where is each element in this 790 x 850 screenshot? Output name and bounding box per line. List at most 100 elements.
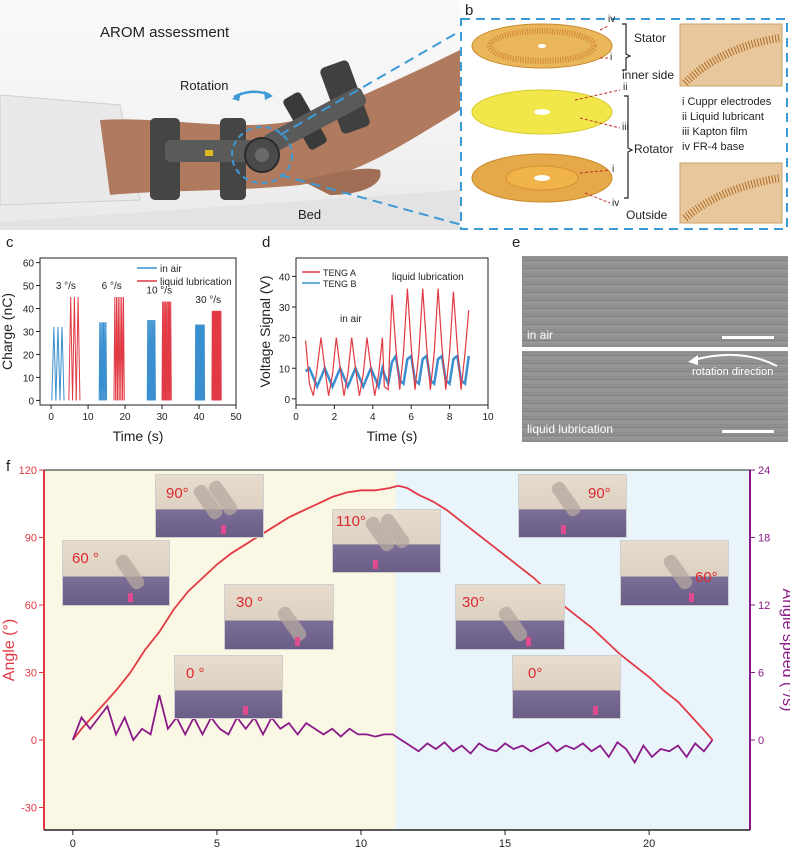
photo-30-up xyxy=(224,584,334,650)
inner-side-label: inner side xyxy=(622,68,675,82)
x-tick-label: 2 xyxy=(332,412,338,423)
y-tick-label: 0 xyxy=(284,395,290,406)
bed-label: Bed xyxy=(298,207,322,222)
y2-axis-label: Angle speed (°/s) xyxy=(779,589,790,712)
y2-tick-label: 12 xyxy=(758,600,770,612)
marker-iii: iii xyxy=(622,122,629,133)
photo-label-30-up: 30 ° xyxy=(236,594,263,611)
x-tick-label: 15 xyxy=(499,838,511,850)
chart-d: 0 2 4 6 8 10 0 10 20 30 40 Time (s) Voltage Signal (… xyxy=(258,257,494,444)
legend-item-iii: iii Kapton film xyxy=(682,126,748,138)
x-tick-label: 8 xyxy=(447,412,453,423)
x-tick-label: 30 xyxy=(156,412,168,423)
charge-pulse xyxy=(113,297,117,401)
charge-pulse xyxy=(75,297,81,401)
x-tick-label: 40 xyxy=(193,412,205,423)
y-tick-label: 0 xyxy=(31,735,37,747)
panel-label-d: d xyxy=(262,234,271,251)
sem-divider xyxy=(522,347,788,351)
rate-annotation: 30 °/s xyxy=(195,295,221,306)
charge-pulse xyxy=(116,297,120,401)
marker-i-top: i xyxy=(610,52,613,63)
y-tick-label: 30 xyxy=(23,328,35,339)
marker-iv-top: iv xyxy=(608,14,616,25)
marker-ii: ii xyxy=(623,82,628,93)
x-tick-label: 0 xyxy=(70,838,76,850)
charge-pulse xyxy=(203,324,206,401)
y-tick-label: 90 xyxy=(25,533,37,545)
photo-0-down xyxy=(512,655,621,719)
legend-item-ii: ii Liquid lubricant xyxy=(682,111,764,123)
charge-pulse xyxy=(122,297,125,401)
legend-label: TENG A xyxy=(323,268,356,278)
charge-pulse xyxy=(120,297,124,401)
y-axis-label: Voltage Signal (V) xyxy=(258,275,273,387)
photo-90-down xyxy=(518,474,627,538)
arom-device-illustration: AROM assessment Rotation Bed xyxy=(0,0,460,230)
y-tick-label: 120 xyxy=(19,465,37,477)
x-tick-label: 50 xyxy=(230,412,242,423)
y-tick-label: 10 xyxy=(23,373,35,384)
y-tick-label: 20 xyxy=(279,334,291,345)
charge-pulse xyxy=(153,320,156,401)
charge-pulse xyxy=(51,326,57,401)
legend-label-in-air: in air xyxy=(160,264,182,275)
rotation-direction-arrow xyxy=(688,353,778,367)
charge-pulse xyxy=(72,297,77,401)
y-tick-label: 10 xyxy=(279,364,291,375)
chart-c: 0 10 20 30 40 50 0 10 20 30 40 50 60 Time (s) Charge (… xyxy=(0,257,242,444)
x-tick-label: 6 xyxy=(408,412,414,423)
panel-label-e: e xyxy=(512,234,521,251)
rate-annotation: 10 °/s xyxy=(146,286,172,297)
voltage-series-line xyxy=(305,288,470,396)
sem-label-in-air: in air xyxy=(527,328,554,342)
panel-label-c: c xyxy=(6,234,14,251)
photo-90-up xyxy=(155,474,264,538)
x-tick-label: 10 xyxy=(355,838,367,850)
y-tick-label: 30 xyxy=(279,303,291,314)
y-tick-label: 20 xyxy=(23,350,35,361)
voltage-series-line xyxy=(304,352,471,391)
photo-110 xyxy=(332,509,441,573)
sem-image-liquid xyxy=(522,351,788,442)
device-drawing xyxy=(0,29,460,230)
annotation-liquid: liquid lubrication xyxy=(392,272,464,283)
stator-label: Stator xyxy=(634,31,667,45)
photo-0-up xyxy=(174,655,283,719)
legend-label: TENG B xyxy=(323,279,357,289)
marker-iv-bot: iv xyxy=(612,198,620,209)
y-tick-label: -30 xyxy=(21,803,37,815)
photo-label-110: 110° xyxy=(336,513,366,530)
charge-pulse xyxy=(118,297,122,401)
x-tick-label: 10 xyxy=(83,412,95,423)
legend-item-iv: iv FR-4 base xyxy=(682,141,745,153)
photo-label-0-down: 0° xyxy=(528,665,543,682)
x-tick-label: 5 xyxy=(214,838,220,850)
y-tick-label: 50 xyxy=(23,282,35,293)
rotation-direction-label: rotation direction xyxy=(692,366,774,378)
y-tick-label: 0 xyxy=(28,396,34,407)
y-axis-label: Angle (°) xyxy=(1,619,18,681)
charge-pulse xyxy=(55,326,61,401)
charge-pulse xyxy=(220,310,222,401)
angle-series-line xyxy=(72,484,714,741)
x-axis-label: Time (s) xyxy=(367,428,418,444)
x-tick-label: 0 xyxy=(293,412,299,423)
charge-pulse xyxy=(169,301,172,401)
y2-tick-label: 24 xyxy=(758,465,770,477)
scale-bar-bottom xyxy=(722,430,774,433)
angle-speed-series-line xyxy=(71,694,714,765)
y2-tick-label: 0 xyxy=(758,735,764,747)
photo-label-30-down: 30° xyxy=(462,594,485,611)
photo-label-60-down: 60° xyxy=(695,569,718,586)
x-axis-label: Time (s) xyxy=(113,428,164,444)
charge-pulse xyxy=(104,322,108,401)
legend-item-i: i Cuppr electrodes xyxy=(682,96,772,108)
photo-60-up xyxy=(62,540,170,606)
charge-pulse xyxy=(68,297,74,401)
x-tick-label: 4 xyxy=(370,412,376,423)
photo-label-60-up: 60 ° xyxy=(72,550,99,567)
outside-label: Outside xyxy=(626,208,668,222)
charge-pulse xyxy=(59,326,65,401)
photo-30-down xyxy=(455,584,565,650)
